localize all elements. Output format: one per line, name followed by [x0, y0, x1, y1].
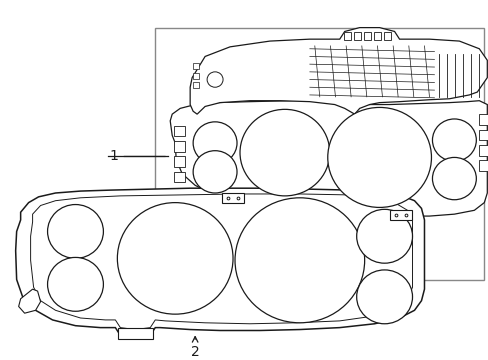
Text: 2: 2	[190, 337, 199, 359]
Bar	[478, 160, 488, 171]
Bar	[174, 126, 185, 136]
Bar	[389, 210, 411, 220]
Circle shape	[431, 119, 475, 161]
Circle shape	[431, 157, 475, 200]
Bar	[383, 32, 390, 40]
Text: 1: 1	[109, 149, 165, 163]
Circle shape	[207, 72, 223, 87]
Bar	[343, 32, 350, 40]
Polygon shape	[16, 188, 424, 337]
Polygon shape	[155, 28, 483, 279]
Bar	[193, 63, 199, 69]
Circle shape	[240, 109, 329, 196]
Circle shape	[47, 257, 103, 311]
Polygon shape	[31, 194, 412, 329]
Bar	[373, 32, 380, 40]
Circle shape	[235, 198, 364, 323]
Bar	[118, 328, 153, 339]
Polygon shape	[190, 28, 487, 114]
Bar	[478, 130, 488, 140]
Circle shape	[117, 203, 233, 314]
Circle shape	[193, 151, 237, 193]
Circle shape	[327, 107, 430, 207]
Bar	[363, 32, 370, 40]
Bar	[478, 114, 488, 125]
Bar	[174, 157, 185, 167]
Circle shape	[47, 204, 103, 258]
Bar	[478, 145, 488, 156]
Bar	[222, 193, 244, 203]
Polygon shape	[19, 289, 41, 313]
Bar	[353, 32, 360, 40]
Bar	[174, 172, 185, 183]
Circle shape	[193, 122, 237, 164]
Circle shape	[356, 210, 412, 263]
Bar	[193, 73, 199, 78]
Bar	[193, 82, 199, 88]
Bar	[174, 141, 185, 152]
Circle shape	[356, 270, 412, 324]
Polygon shape	[170, 99, 487, 216]
